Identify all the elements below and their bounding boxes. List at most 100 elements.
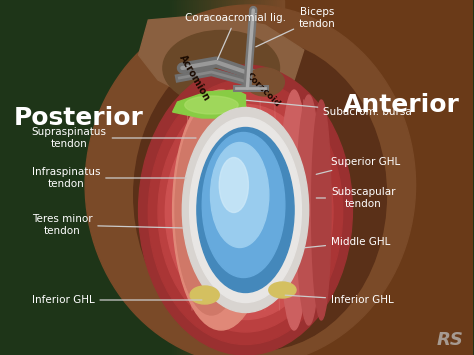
Bar xyxy=(224,0,226,355)
Bar xyxy=(238,0,240,355)
Ellipse shape xyxy=(165,104,326,320)
Ellipse shape xyxy=(185,96,238,114)
Bar xyxy=(203,0,205,355)
Bar xyxy=(236,0,238,355)
Ellipse shape xyxy=(219,158,248,213)
Ellipse shape xyxy=(173,90,270,330)
Text: Supraspinatus
tendon: Supraspinatus tendon xyxy=(32,127,196,149)
Bar xyxy=(230,0,232,355)
Text: Posterior: Posterior xyxy=(13,106,143,130)
Ellipse shape xyxy=(163,31,280,105)
Ellipse shape xyxy=(138,65,352,355)
Bar xyxy=(195,0,197,355)
Bar xyxy=(242,0,244,355)
Bar xyxy=(212,0,214,355)
Ellipse shape xyxy=(202,132,285,278)
Bar xyxy=(249,0,251,355)
Bar xyxy=(281,0,283,355)
Bar xyxy=(265,0,267,355)
Text: Coracoacromial lig.: Coracoacromial lig. xyxy=(185,13,286,59)
Text: Acromion: Acromion xyxy=(178,53,212,103)
Bar xyxy=(246,0,247,355)
Text: Superior GHL: Superior GHL xyxy=(316,157,400,174)
Bar xyxy=(193,0,195,355)
Bar xyxy=(228,0,230,355)
Bar xyxy=(277,0,279,355)
Ellipse shape xyxy=(175,105,248,315)
Ellipse shape xyxy=(197,127,294,293)
Bar xyxy=(257,0,259,355)
Bar xyxy=(274,0,277,355)
Bar xyxy=(177,0,179,355)
Bar xyxy=(259,0,261,355)
Bar xyxy=(168,0,170,355)
Text: Subacrom. bursa: Subacrom. bursa xyxy=(246,100,412,117)
Ellipse shape xyxy=(269,282,296,298)
Text: Subscapular
tendon: Subscapular tendon xyxy=(316,187,395,209)
Ellipse shape xyxy=(297,95,321,325)
Bar xyxy=(283,0,284,355)
Ellipse shape xyxy=(246,68,284,96)
Text: Middle GHL: Middle GHL xyxy=(305,237,391,248)
Bar xyxy=(247,0,249,355)
Polygon shape xyxy=(12,0,236,355)
Text: Inferior GHL: Inferior GHL xyxy=(32,295,202,305)
Bar xyxy=(187,0,189,355)
Bar xyxy=(271,0,273,355)
Ellipse shape xyxy=(148,80,343,344)
Bar xyxy=(222,0,224,355)
Bar xyxy=(263,0,265,355)
Ellipse shape xyxy=(182,108,309,312)
Bar xyxy=(267,0,269,355)
Polygon shape xyxy=(138,15,304,100)
Bar xyxy=(234,0,236,355)
Bar xyxy=(220,0,222,355)
Bar xyxy=(197,0,199,355)
Bar xyxy=(214,0,216,355)
Bar xyxy=(219,0,220,355)
Text: Inferior GHL: Inferior GHL xyxy=(285,295,394,305)
Bar xyxy=(199,0,201,355)
Ellipse shape xyxy=(158,92,333,332)
Text: Infraspinatus
tendon: Infraspinatus tendon xyxy=(32,167,186,189)
Ellipse shape xyxy=(173,116,318,308)
Bar xyxy=(273,0,274,355)
Bar xyxy=(279,0,281,355)
Bar xyxy=(183,0,185,355)
Bar xyxy=(205,0,207,355)
Bar xyxy=(210,0,212,355)
Bar xyxy=(189,0,191,355)
Text: Anterior: Anterior xyxy=(343,93,459,117)
Bar xyxy=(232,0,234,355)
Text: RS: RS xyxy=(436,331,463,349)
Ellipse shape xyxy=(280,90,309,330)
Bar xyxy=(175,0,177,355)
Bar xyxy=(269,0,271,355)
Ellipse shape xyxy=(190,286,219,304)
Bar xyxy=(253,0,255,355)
Ellipse shape xyxy=(311,100,331,320)
Bar xyxy=(182,0,183,355)
Bar xyxy=(244,0,246,355)
Polygon shape xyxy=(236,0,473,355)
Bar xyxy=(170,0,172,355)
Bar xyxy=(179,0,182,355)
Text: Coracoid: Coracoid xyxy=(244,71,282,109)
Text: Teres minor
tendon: Teres minor tendon xyxy=(32,214,182,236)
Ellipse shape xyxy=(190,118,301,302)
Bar xyxy=(191,0,193,355)
Bar xyxy=(216,0,219,355)
Bar xyxy=(209,0,210,355)
Bar xyxy=(207,0,209,355)
Bar xyxy=(251,0,253,355)
Bar xyxy=(226,0,228,355)
Ellipse shape xyxy=(210,142,269,247)
Bar xyxy=(185,0,187,355)
Ellipse shape xyxy=(85,5,416,355)
Bar xyxy=(173,0,175,355)
Bar xyxy=(172,0,173,355)
Bar xyxy=(255,0,257,355)
Polygon shape xyxy=(173,90,246,118)
Text: Biceps
tendon: Biceps tendon xyxy=(256,7,336,47)
Ellipse shape xyxy=(134,40,386,350)
